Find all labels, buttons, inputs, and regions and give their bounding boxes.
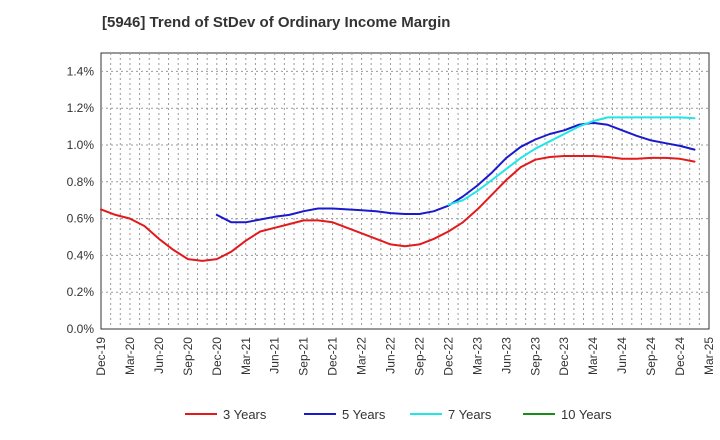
x-tick-label: Dec-21 <box>326 337 340 376</box>
x-tick-label: Dec-23 <box>557 337 571 376</box>
x-tick-label: Jun-21 <box>268 337 282 374</box>
grid-lines <box>101 53 709 329</box>
x-tick-label: Sep-24 <box>644 337 658 376</box>
x-tick-label: Dec-24 <box>673 337 687 376</box>
x-tick-label: Mar-24 <box>586 337 600 375</box>
series-line-7-years <box>447 116 696 206</box>
legend-label-7-years: 7 Years <box>448 407 492 422</box>
y-tick-label: 0.4% <box>67 248 95 262</box>
x-tick-label: Jun-20 <box>152 337 166 374</box>
series-line-5-years <box>215 121 696 224</box>
legend-label-5-years: 5 Years <box>342 407 386 422</box>
y-tick-label: 0.6% <box>67 212 95 226</box>
x-tick-label: Mar-20 <box>123 337 137 375</box>
series-lines <box>100 116 696 262</box>
x-tick-label: Mar-22 <box>355 337 369 375</box>
x-tick-label: Sep-23 <box>528 337 542 376</box>
y-tick-label: 1.2% <box>67 101 95 115</box>
legend-label-10-years: 10 Years <box>561 407 612 422</box>
x-tick-label: Sep-21 <box>297 337 311 376</box>
legend-label-3-years: 3 Years <box>223 407 267 422</box>
x-tick-label: Sep-22 <box>412 337 426 376</box>
x-tick-label: Mar-25 <box>702 337 716 375</box>
x-tick-label: Mar-21 <box>239 337 253 375</box>
x-tick-label: Dec-19 <box>94 337 108 376</box>
x-tick-label: Jun-24 <box>615 337 629 374</box>
y-tick-label: 0.8% <box>67 175 95 189</box>
x-tick-label: Jun-23 <box>499 337 513 374</box>
chart-title: [5946] Trend of StDev of Ordinary Income… <box>102 14 451 31</box>
series-line-3-years <box>100 155 696 262</box>
axes: 0.0% 0.2% 0.4% 0.6% 0.8% 1.0% 1.2% 1.4% Dec-19 Ma… <box>67 64 716 375</box>
legend: 3 Years 5 Years 7 Years 10 Years <box>185 407 612 422</box>
x-tick-label: Dec-20 <box>210 337 224 376</box>
x-tick-label: Jun-22 <box>384 337 398 374</box>
x-tick-label: Sep-20 <box>181 337 195 376</box>
x-tick-label: Mar-23 <box>470 337 484 375</box>
x-tick-label: Dec-22 <box>441 337 455 376</box>
y-tick-label: 0.0% <box>67 322 95 336</box>
y-tick-label: 1.4% <box>67 64 95 78</box>
y-tick-label: 1.0% <box>67 138 95 152</box>
y-tick-label: 0.2% <box>67 285 95 299</box>
plot-area <box>100 52 710 330</box>
